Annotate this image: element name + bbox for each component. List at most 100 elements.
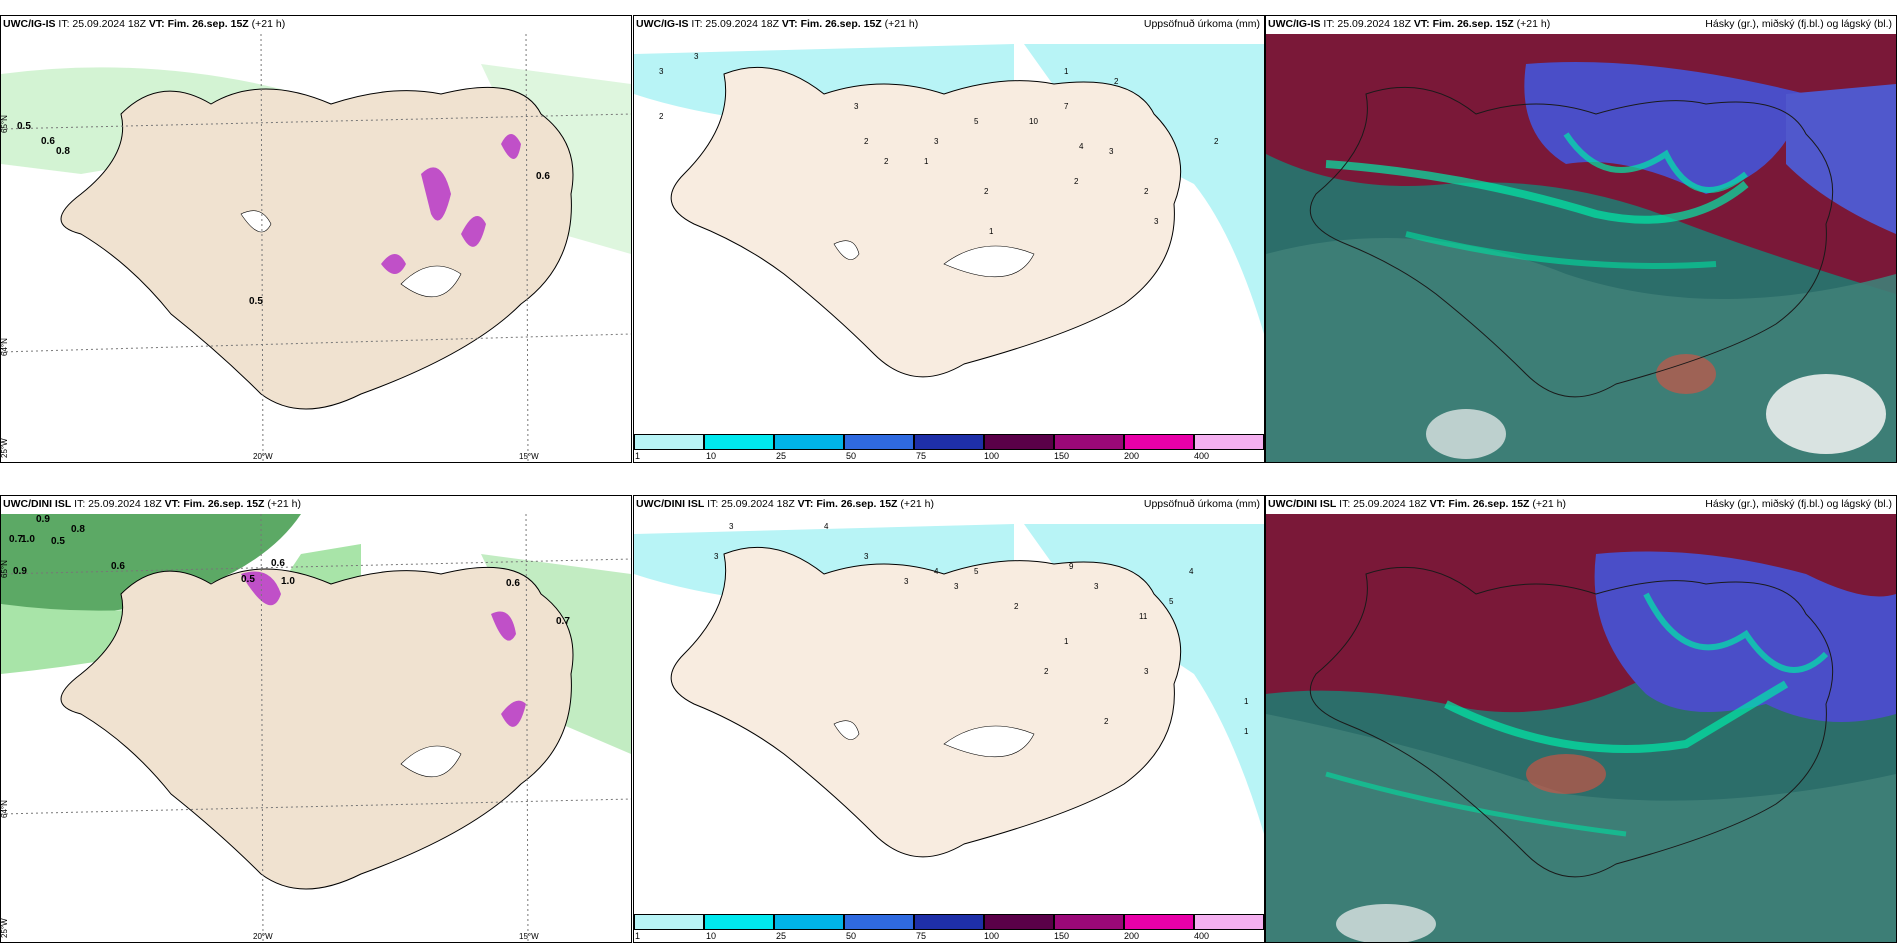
precip-value: 0.8 [56, 146, 70, 157]
svg-text:2: 2 [1074, 177, 1079, 186]
precip-value: 0.5 [241, 574, 255, 585]
colorbar-swatch [1194, 434, 1264, 450]
accum-precip-map: 3 3 4 3 3 4 3 5 2 9 3 11 4 5 1 2 3 2 1 1 [634, 514, 1264, 914]
colorbar-swatch [914, 434, 984, 450]
svg-text:10: 10 [1029, 117, 1038, 126]
svg-text:3: 3 [714, 552, 719, 561]
svg-text:2: 2 [1044, 667, 1049, 676]
panel-title: Uppsöfnuð úrkoma (mm) [1143, 18, 1260, 30]
lat-tick: 64°N [1, 338, 9, 356]
colorbar-swatch [774, 914, 844, 930]
colorbar-swatch [984, 914, 1054, 930]
panel-igis-clouds: UWC/IG-IS IT: 25.09.2024 18Z VT: Fim. 26… [1265, 15, 1897, 463]
svg-text:4: 4 [1189, 567, 1194, 576]
precip-value: 1.0 [281, 576, 295, 587]
colorbar-swatch [844, 434, 914, 450]
precip-value: 0.8 [71, 524, 85, 535]
panel-header: UWC/DINI ISL IT: 25.09.2024 18Z VT: Fim.… [1268, 498, 1566, 510]
lon-tick: 20°W [253, 932, 273, 941]
precip-value: 0.5 [51, 536, 65, 547]
accum-precip-map: 3 3 2 3 2 1 5 3 2 10 7 1 2 3 2 4 2 3 2 2… [634, 34, 1264, 434]
panel-dini-clouds: UWC/DINI ISL IT: 25.09.2024 18Z VT: Fim.… [1265, 495, 1897, 943]
svg-text:1: 1 [1244, 727, 1249, 736]
accum-values: 3 3 4 3 3 4 3 5 2 9 3 11 4 5 1 2 3 2 1 1 [714, 522, 1249, 736]
lon-tick: 25°W [1, 918, 9, 938]
colorbar-swatch [774, 434, 844, 450]
panel-dini-wind-precip: UWC/DINI ISL IT: 25.09.2024 18Z VT: Fim.… [0, 495, 632, 943]
lat-tick: 65°N [1, 115, 9, 133]
colorbar-swatch [1194, 914, 1264, 930]
svg-text:2: 2 [1144, 187, 1149, 196]
precip-value: 1.0 [21, 534, 35, 545]
wind-precip-map: 0.5 0.6 0.8 0.5 0.6 65°N 64°N 25°W 20°W … [1, 34, 631, 462]
svg-text:7: 7 [1064, 102, 1069, 111]
lat-tick: 65°N [1, 560, 9, 578]
panel-header: UWC/IG-IS IT: 25.09.2024 18Z VT: Fim. 26… [1268, 18, 1551, 30]
svg-text:3: 3 [934, 137, 939, 146]
colorbar-swatch [1124, 914, 1194, 930]
colorbar-swatch [704, 914, 774, 930]
panel-header: UWC/IG-IS IT: 25.09.2024 18Z VT: Fim. 26… [636, 18, 919, 30]
lon-tick: 15°W [519, 932, 539, 941]
cloud-map [1266, 514, 1896, 942]
panel-title: Hásky (gr.), miðský (fj.bl.) og lágský (… [1705, 498, 1892, 510]
precip-value: 0.6 [41, 136, 55, 147]
svg-text:3: 3 [864, 552, 869, 561]
svg-text:3: 3 [729, 522, 734, 531]
svg-text:3: 3 [1094, 582, 1099, 591]
lon-tick: 25°W [1, 438, 9, 458]
svg-text:1: 1 [924, 157, 929, 166]
wind-precip-map: 0.9 0.7 1.0 0.8 0.5 0.6 0.9 0.5 0.6 1.0 … [1, 514, 631, 942]
cloud-map [1266, 34, 1896, 462]
colorbar-swatch [844, 914, 914, 930]
svg-text:5: 5 [974, 567, 979, 576]
colorbar: 1 10 25 50 75 100 150 200 400 [634, 914, 1264, 942]
colorbar-swatch [634, 434, 704, 450]
svg-text:2: 2 [1104, 717, 1109, 726]
svg-text:2: 2 [864, 137, 869, 146]
panel-header: UWC/DINI ISL IT: 25.09.2024 18Z VT: Fim.… [636, 498, 934, 510]
svg-text:5: 5 [974, 117, 979, 126]
precip-value: 0.6 [111, 561, 125, 572]
svg-text:2: 2 [984, 187, 989, 196]
accum-values: 3 3 2 3 2 1 5 3 2 10 7 1 2 3 2 4 2 3 2 2… [659, 52, 1219, 236]
lon-tick: 15°W [519, 452, 539, 461]
svg-text:1: 1 [989, 227, 994, 236]
precip-value: 0.6 [271, 558, 285, 569]
colorbar-swatch [1054, 914, 1124, 930]
svg-text:3: 3 [1154, 217, 1159, 226]
svg-text:2: 2 [1114, 77, 1119, 86]
precip-value: 0.9 [13, 566, 27, 577]
svg-text:2: 2 [659, 112, 664, 121]
lon-tick: 20°W [253, 452, 273, 461]
svg-text:1: 1 [1064, 67, 1069, 76]
svg-text:3: 3 [694, 52, 699, 61]
colorbar-swatch [634, 914, 704, 930]
svg-text:1: 1 [1244, 697, 1249, 706]
svg-text:3: 3 [1144, 667, 1149, 676]
panel-title: Hásky (gr.), miðský (fj.bl.) og lágský (… [1705, 18, 1892, 30]
svg-text:3: 3 [904, 577, 909, 586]
precip-value: 0.7 [556, 616, 570, 627]
svg-text:1: 1 [1064, 637, 1069, 646]
svg-text:9: 9 [1069, 562, 1074, 571]
colorbar-swatch [1054, 434, 1124, 450]
svg-text:3: 3 [1109, 147, 1114, 156]
panel-title: Uppsöfnuð úrkoma (mm) [1143, 498, 1260, 510]
panel-header: UWC/IG-IS IT: 25.09.2024 18Z VT: Fim. 26… [3, 18, 286, 30]
svg-text:2: 2 [884, 157, 889, 166]
svg-text:4: 4 [934, 567, 939, 576]
precip-value: 0.6 [506, 578, 520, 589]
panel-header: UWC/DINI ISL IT: 25.09.2024 18Z VT: Fim.… [3, 498, 301, 510]
svg-text:2: 2 [1014, 602, 1019, 611]
panel-igis-accum: UWC/IG-IS IT: 25.09.2024 18Z VT: Fim. 26… [633, 15, 1265, 463]
svg-text:3: 3 [954, 582, 959, 591]
panel-igis-wind-precip: UWC/IG-IS IT: 25.09.2024 18Z VT: Fim. 26… [0, 15, 632, 463]
lat-tick: 64°N [1, 800, 9, 818]
precip-value: 0.6 [536, 171, 550, 182]
precip-value: 0.9 [36, 514, 50, 525]
colorbar-swatch [914, 914, 984, 930]
svg-text:5: 5 [1169, 597, 1174, 606]
colorbar: 1 10 25 50 75 100 150 200 400 [634, 434, 1264, 462]
colorbar-swatch [1124, 434, 1194, 450]
